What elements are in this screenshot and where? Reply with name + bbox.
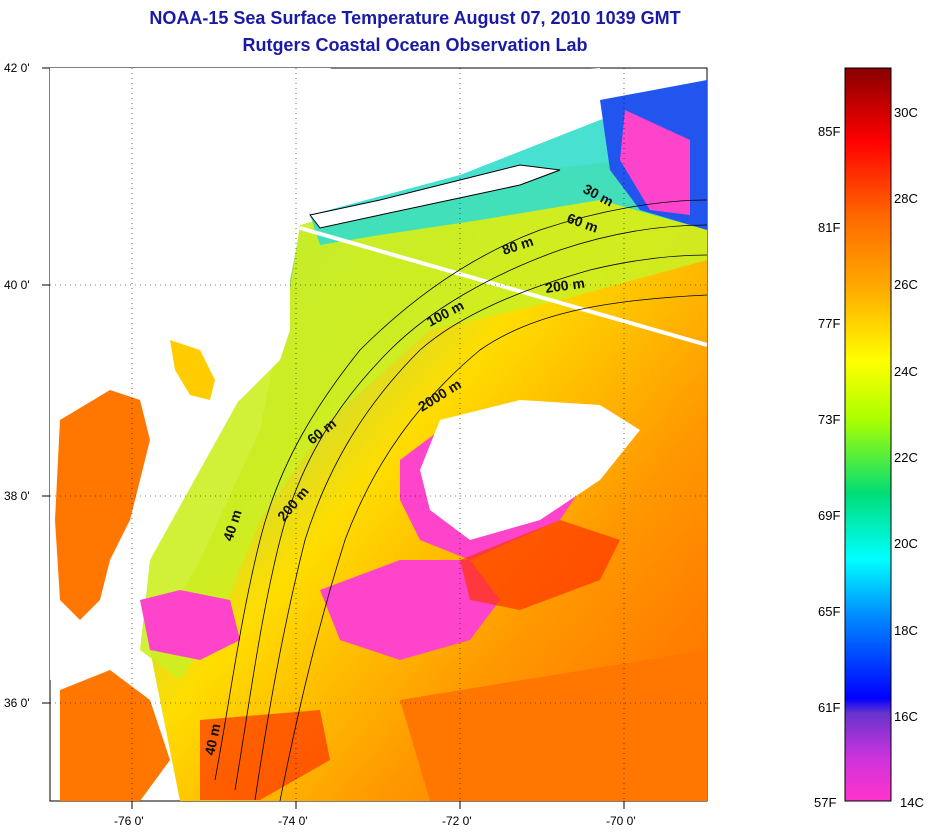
cb-c-label: 30C [894, 105, 918, 120]
lat-label: 38 0' [4, 489, 30, 503]
shelf-water [140, 150, 707, 680]
cb-f-label: 69F [818, 508, 841, 523]
map-subtitle: Rutgers Coastal Ocean Observation Lab [242, 35, 588, 55]
axis-ticks [42, 67, 625, 809]
delaware-bay [170, 340, 215, 400]
isobath-line-1 [214, 199, 707, 781]
cb-c-label: 22C [894, 450, 918, 465]
cb-c-label: 28C [894, 191, 918, 206]
cb-c-label: 20C [894, 536, 918, 551]
cb-f-label: 61F [818, 700, 841, 715]
depth-label: 40 m [201, 722, 223, 757]
long-island [309, 164, 561, 229]
cb-f-label: 77F [818, 316, 841, 331]
cb-c-label: 26C [894, 277, 918, 292]
cb-f-label: 57F [814, 795, 837, 810]
land-mass [50, 68, 600, 680]
cb-c-label: 18C [894, 623, 918, 638]
lat-label: 42 0' [4, 61, 30, 75]
colorbar [844, 67, 892, 802]
cloud-mask-3 [140, 590, 240, 660]
no-data-area [420, 400, 640, 540]
lon-label: -72 0' [442, 814, 472, 828]
warm-south [400, 650, 707, 801]
cb-f-label: 85F [818, 124, 841, 139]
cb-c-label: 14C [900, 795, 924, 810]
pamlico-sound [60, 670, 170, 801]
gulf-stream [460, 520, 620, 610]
sst-field: 30 m 60 m 80 m 200 m 100 m 2000 m 60 m 2… [50, 68, 707, 801]
depth-label: 200 m [544, 275, 586, 296]
cb-f-label: 73F [818, 412, 841, 427]
cb-f-label: 81F [818, 220, 841, 235]
isobath-line-3 [254, 254, 707, 801]
lat-label: 36 0' [4, 696, 30, 710]
warm-south-west [200, 710, 330, 800]
graticule [50, 68, 707, 801]
chesapeake-bay [55, 390, 150, 620]
isobath-line-2 [234, 224, 707, 791]
cloud-mask-2 [320, 560, 500, 660]
lat-label: 40 0' [4, 278, 30, 292]
isobath-line-4 [279, 294, 707, 801]
swath-edge [299, 226, 707, 347]
lon-label: -76 0' [114, 814, 144, 828]
lon-label: -70 0' [606, 814, 636, 828]
cb-c-label: 16C [894, 709, 918, 724]
cb-f-label: 65F [818, 604, 841, 619]
map-title: NOAA-15 Sea Surface Temperature August 0… [149, 8, 681, 28]
lon-label: -74 0' [278, 814, 308, 828]
cb-c-label: 24C [894, 364, 918, 379]
cloud-mask-ne [620, 110, 690, 215]
